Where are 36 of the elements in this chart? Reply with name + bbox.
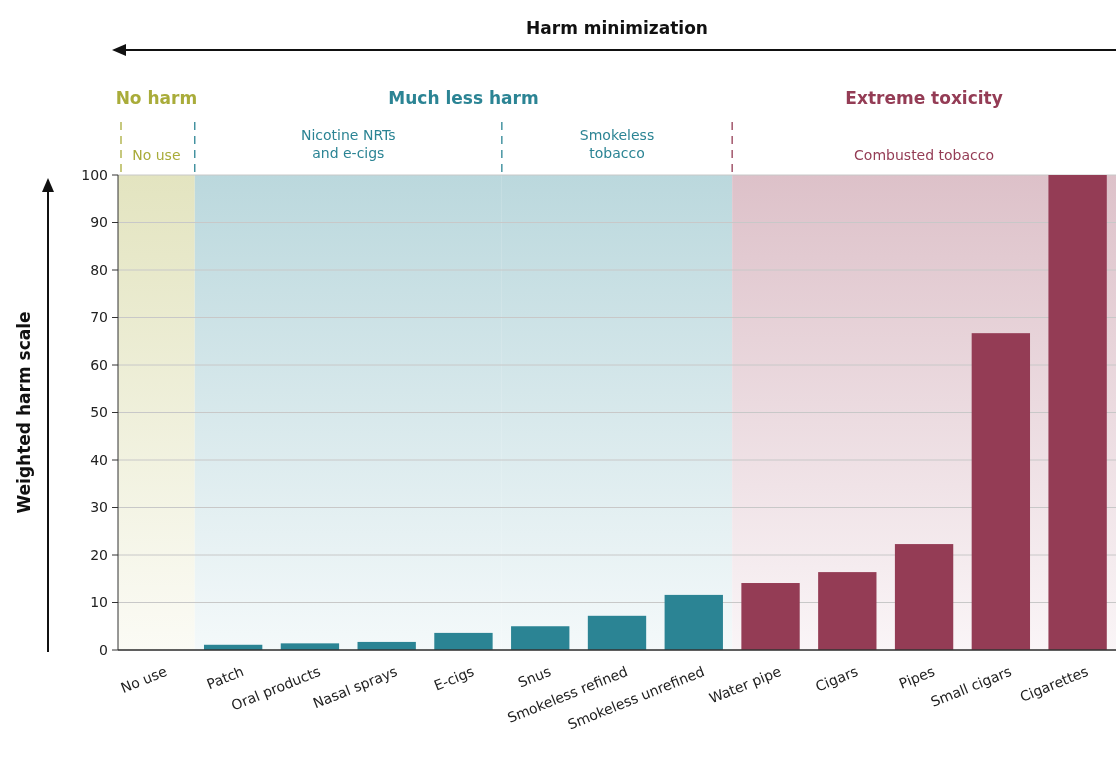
y-tick-label: 90 — [90, 214, 108, 231]
y-axis-title: Weighted harm scale — [14, 311, 34, 514]
bar — [587, 615, 647, 650]
y-tick-label: 100 — [81, 166, 108, 183]
bar — [741, 583, 800, 650]
bar — [280, 643, 340, 650]
text: Much less harm — [388, 88, 539, 108]
x-tick-label: E-cigs — [431, 663, 477, 694]
band-label: No use — [132, 147, 181, 163]
y-tick-label: 0 — [99, 641, 108, 658]
chart-title: Harm minimization — [526, 18, 708, 38]
y-tick-label: 70 — [90, 309, 108, 326]
band-label: Combusted tobacco — [854, 147, 995, 163]
bar — [511, 626, 570, 650]
x-tick-label: No use — [118, 663, 170, 696]
y-tick-label: 80 — [90, 261, 108, 278]
bar — [434, 632, 493, 650]
bar — [971, 333, 1031, 650]
y-tick-label: 20 — [90, 546, 108, 563]
y-tick-label: 10 — [90, 594, 108, 611]
x-tick-label: Cigars — [813, 663, 861, 695]
text: Extreme toxicity — [845, 88, 1003, 108]
bar — [1048, 175, 1107, 650]
y-tick-label: 40 — [90, 451, 108, 468]
x-tick-label: Snus — [515, 663, 554, 691]
x-tick-label: Patch — [204, 663, 246, 693]
x-tick-label: Water pipe — [706, 663, 784, 707]
y-tick-label: 30 — [90, 499, 108, 516]
bar — [894, 544, 954, 650]
bar — [818, 572, 877, 650]
bar — [664, 594, 723, 650]
band-label: Smokeless tobacco — [579, 127, 655, 161]
band-label: Nicotine NRTs and e-cigs — [300, 127, 396, 161]
y-tick-label: 60 — [90, 356, 108, 373]
text: No harm — [115, 88, 198, 108]
y-tick-label: 50 — [90, 404, 108, 421]
